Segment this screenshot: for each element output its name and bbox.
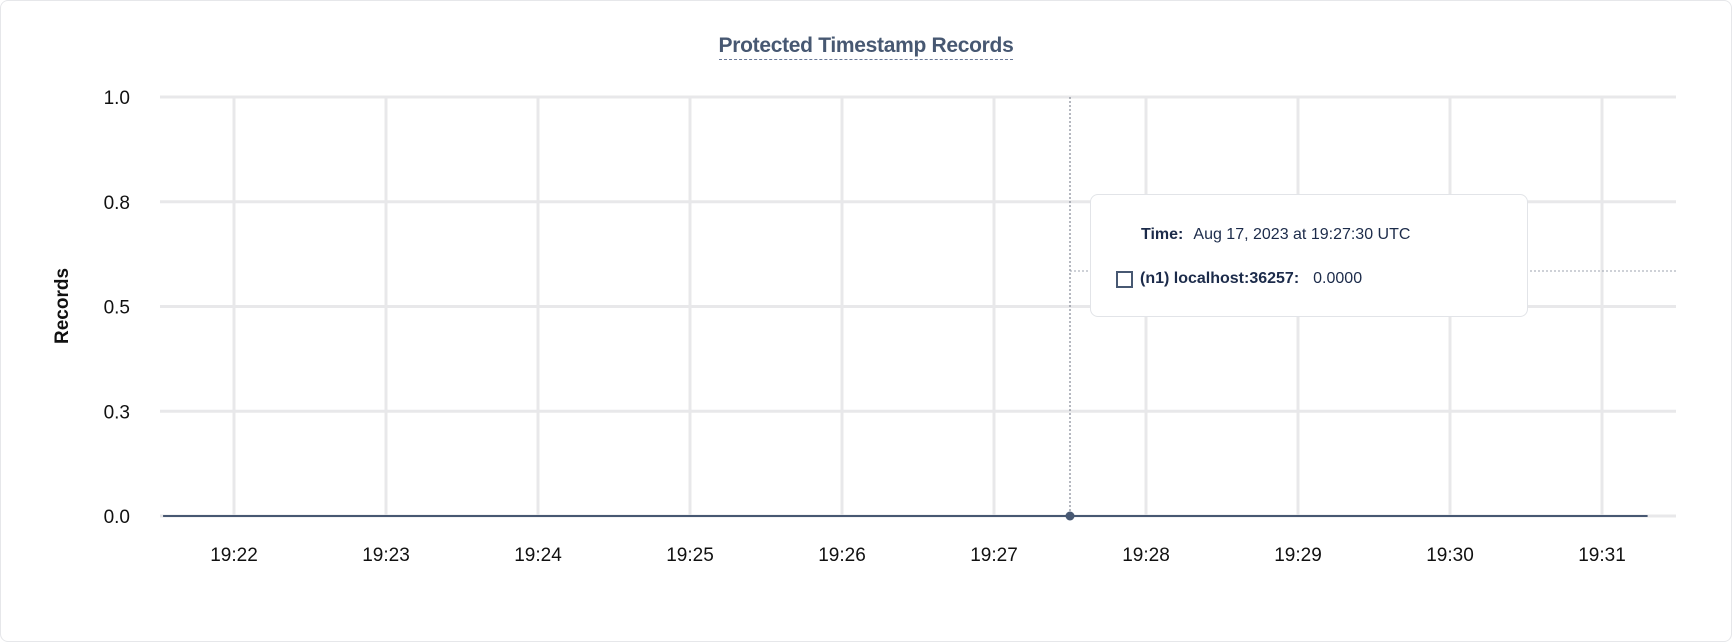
x-tick-label: 19:24 — [514, 545, 562, 566]
x-tick-label: 19:23 — [362, 545, 410, 566]
y-tick-label: 1.0 — [104, 88, 130, 109]
y-tick-label: 0.5 — [104, 298, 130, 319]
x-tick-label: 19:22 — [210, 545, 258, 566]
hover-point — [1065, 511, 1075, 521]
tooltip-series-row: (n1) localhost:36257: 0.0000 — [1116, 270, 1362, 288]
x-tick-label: 19:25 — [666, 545, 714, 566]
tooltip-series-value: 0.0000 — [1313, 270, 1363, 287]
x-tick-label: 19:26 — [818, 545, 866, 566]
chart-plot[interactable]: 0.0 0.3 0.5 0.8 1.0 19:22 19:23 19:24 19:25 19:26… — [0, 0, 1732, 628]
chart-title[interactable]: Protected Timestamp Records — [718, 34, 1014, 60]
y-axis-title: Records — [52, 268, 73, 344]
tooltip-time: Time: Aug 17, 2023 at 19:27:30 UTC — [1141, 226, 1410, 244]
y-tick-label: 0.3 — [104, 402, 130, 423]
x-tick-label: 19:28 — [1122, 545, 1170, 566]
chart-title-wrap: Protected Timestamp Records — [0, 34, 1732, 60]
x-tick-label: 19:30 — [1426, 545, 1474, 566]
x-tick-label: 19:29 — [1274, 545, 1322, 566]
series-swatch-icon — [1116, 270, 1133, 288]
tooltip-time-label: Time: — [1141, 226, 1184, 243]
tooltip-series-label: (n1) localhost:36257: — [1140, 270, 1300, 287]
tooltip: Time: Aug 17, 2023 at 19:27:30 UTC (n1) l… — [1090, 194, 1528, 317]
x-tick-label: 19:31 — [1578, 545, 1626, 566]
x-tick-label: 19:27 — [970, 545, 1018, 566]
tooltip-time-value: Aug 17, 2023 at 19:27:30 UTC — [1193, 226, 1411, 243]
y-tick-label: 0.8 — [104, 193, 130, 214]
y-tick-label: 0.0 — [104, 507, 130, 528]
